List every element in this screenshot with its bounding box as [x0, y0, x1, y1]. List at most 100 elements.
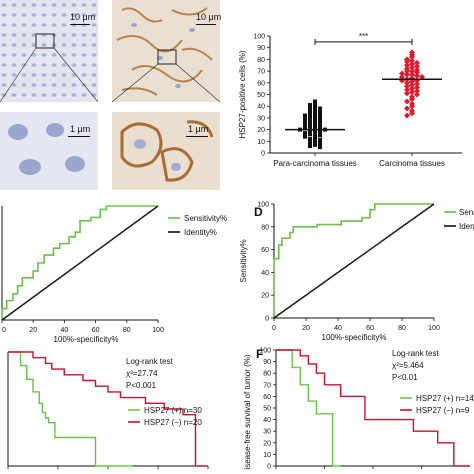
scatter-point-para — [318, 133, 322, 138]
km-e-legend-label: HSP27 (+) n=30 — [144, 406, 202, 415]
scatter-y-tick-label: 80 — [257, 57, 265, 64]
scatter-point-para — [313, 104, 317, 109]
scatter-point-para — [313, 114, 317, 119]
roc-d-y-tick-label: 60 — [261, 247, 269, 254]
scatter-point-carcinoma — [414, 69, 420, 76]
scatter-point-para — [313, 139, 317, 144]
km-f-y-tick-label: 20 — [263, 440, 271, 447]
scatter-point-para — [318, 141, 322, 146]
roc-d-x-tick-label: 20 — [302, 325, 310, 332]
roc-c-legend-label: Sensitivity% — [184, 214, 227, 223]
scatter-point-para — [308, 108, 312, 113]
panel-label-f: F — [256, 347, 263, 361]
scale-bar-top-left — [70, 24, 90, 25]
micrograph-bottom-right — [112, 112, 220, 190]
roc-c-series-line-0 — [1, 205, 158, 320]
scale-bar-bottom-right — [186, 136, 208, 137]
scatter-x-tick-label: Carcinoma tissues — [379, 159, 445, 168]
scatter-point-para — [303, 124, 307, 129]
scatter-point-carcinoma — [414, 72, 420, 79]
scale-label-top-left: 10 μm — [70, 12, 96, 22]
scatter-y-tick-label: 50 — [257, 92, 265, 99]
roc-d-y-tick-label: 80 — [261, 224, 269, 231]
scatter-point-carcinoma — [414, 91, 420, 98]
roc-d-x-tick-label: 100 — [428, 325, 440, 332]
km-e-annotation-title: Log-rank test — [126, 357, 173, 366]
scatter-point-para — [313, 135, 317, 140]
km-f-y-tick-label: 50 — [263, 406, 271, 413]
roc-d-legend-label: Sens — [459, 208, 474, 217]
km-f-y-tick-label: 90 — [263, 359, 271, 366]
roc-c-x-tick-label: 80 — [123, 327, 131, 334]
km-f-y-tick-label: 10 — [263, 452, 271, 459]
roc-c-x-tick-label: 40 — [61, 327, 69, 334]
roc-c-x-tick-label: 0 — [2, 327, 6, 334]
scatter-y-tick-label: 10 — [257, 139, 265, 146]
scatter-point-carcinoma — [409, 103, 415, 110]
scatter-point-carcinoma — [404, 83, 410, 90]
scale-label-bottom-left: 1 μm — [70, 124, 91, 134]
scatter-point-carcinoma — [399, 77, 405, 84]
roc-d-y-tick-label: 20 — [261, 293, 269, 300]
scatter-point-para — [308, 129, 312, 134]
scatter-point-para — [303, 117, 307, 122]
scatter-point-carcinoma — [409, 89, 415, 96]
scatter-point-para — [303, 131, 307, 136]
km-f-y-label: isease-free survival of tumor (%) — [243, 354, 252, 469]
roc-c-x-tick-label: 100 — [152, 327, 164, 334]
scatter-point-carcinoma — [409, 54, 415, 61]
scatter-point-para — [313, 118, 317, 123]
scatter-point-carcinoma — [414, 59, 420, 66]
roc-d-x-tick-label: 60 — [366, 325, 374, 332]
scatter-point-para — [318, 119, 322, 124]
panel-label-d: D — [254, 205, 263, 219]
roc-c-x-label: 100%-specificity% — [54, 335, 119, 344]
roc-d-legend-label: Identi — [459, 222, 474, 231]
scatter-y-tick-label: 30 — [257, 115, 265, 122]
roc-d-y-tick-label: 0 — [265, 316, 269, 323]
km-f-legend-label: HSP27 (−) n=9 — [416, 406, 470, 415]
scatter-point-carcinoma — [409, 61, 415, 68]
scatter-point-para — [308, 112, 312, 117]
micrograph-top-left — [0, 0, 98, 102]
scatter-point-carcinoma — [399, 70, 405, 77]
scatter-point-para — [318, 112, 322, 117]
scatter-point-carcinoma — [414, 84, 420, 91]
roc-d-x-tick-label: 0 — [272, 325, 276, 332]
roc-d-y-label: Sensitivity% — [239, 239, 248, 282]
scatter-point-para — [318, 138, 322, 143]
scatter-point-para — [303, 126, 307, 131]
scatter-point-para — [308, 136, 312, 141]
micrograph-bottom-right-image — [112, 112, 220, 190]
scale-bar-bottom-left — [68, 136, 90, 137]
scatter-point-carcinoma — [404, 98, 410, 105]
scatter-y-tick-label: 20 — [257, 127, 265, 134]
scatter-point-para — [308, 119, 312, 124]
scatter-point-para — [308, 140, 312, 145]
scatter-point-para — [308, 121, 312, 126]
km-f-annotation-title: Log-rank test — [392, 349, 439, 358]
scatter-point-para — [308, 103, 312, 108]
scatter-point-carcinoma — [409, 68, 415, 75]
scatter-point-para — [313, 132, 317, 137]
scatter-point-para — [318, 106, 322, 111]
scatter-point-carcinoma — [409, 78, 415, 85]
scatter-point-carcinoma — [399, 73, 405, 80]
scatter-point-para — [303, 120, 307, 125]
scatter-point-para — [313, 99, 317, 104]
km-f-y-tick-label: 0 — [267, 464, 271, 471]
scatter-point-para — [318, 145, 322, 150]
km-f-y-tick-label: 40 — [263, 417, 271, 424]
scatter-point-para — [313, 121, 317, 126]
scatter-point-para — [308, 132, 312, 137]
km-f-annotation-p: P<0.01 — [392, 373, 418, 382]
scatter-point-carcinoma — [404, 105, 410, 112]
scatter-point-para — [318, 126, 322, 131]
scale-bar-top-right — [196, 24, 216, 25]
micrograph-bottom-left-image — [0, 112, 98, 190]
scatter-point-carcinoma — [409, 96, 415, 103]
scatter-y-tick-label: 40 — [257, 104, 265, 111]
scatter-point-carcinoma — [414, 80, 420, 87]
scatter-point-para — [308, 125, 312, 130]
scatter-point-carcinoma — [404, 71, 410, 78]
